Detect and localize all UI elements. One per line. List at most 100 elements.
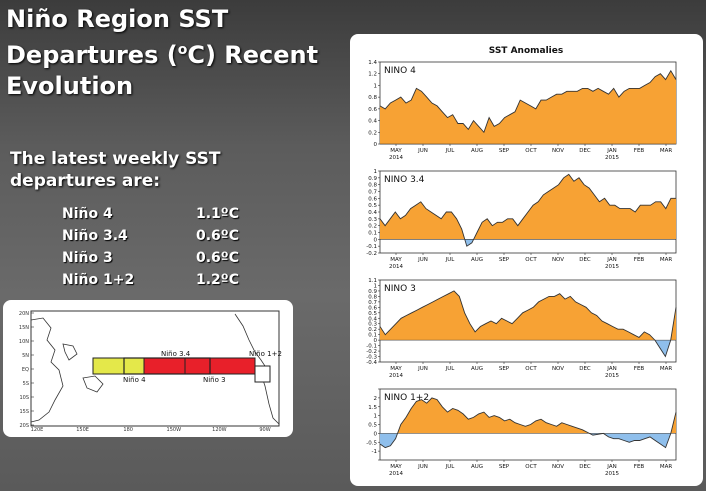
y-tick-label: -0.2 — [366, 349, 377, 355]
latitude-tick-label: 20N — [19, 311, 29, 317]
y-tick-label: 1.5 — [368, 405, 377, 411]
panel-label: NINO 3 — [384, 284, 416, 294]
y-tick-label: 0.6 — [368, 305, 377, 311]
island-coastline — [82, 375, 104, 393]
latest-departures-heading: The latest weekly SST departures are: — [10, 148, 270, 192]
nino4-region-box — [92, 357, 145, 375]
positive-anomaly-area — [380, 290, 676, 341]
y-tick-label: 1.2 — [368, 72, 377, 78]
x-tick-label: MAY — [390, 148, 402, 154]
longitude-tick-label: 120E — [31, 427, 44, 433]
panel-label: NINO 1+2 — [384, 393, 429, 403]
x-tick-label: JAN — [606, 148, 616, 154]
x-tick-label: MAR — [660, 257, 673, 263]
x-tick-label: DEC — [579, 148, 591, 154]
subtitle-line-1: The latest weekly SST — [10, 149, 221, 169]
y-tick-label: 0 — [374, 338, 378, 344]
panel-label: NINO 4 — [384, 66, 416, 76]
nino4-label: Niño 4 — [123, 376, 146, 384]
x-tick-label: JAN — [606, 464, 616, 470]
map-svg: 20N 15N 10N 5N EQ 5S 10S 15S 20S 120E 150E 180 150W… — [19, 310, 282, 433]
y-tick-label: -0.2 — [366, 251, 377, 257]
y-tick-label: 0.9 — [368, 176, 377, 182]
x-tick-label: DEC — [579, 257, 591, 263]
year-label: 2015 — [605, 264, 619, 270]
latitude-tick-label: EQ — [22, 367, 29, 373]
latitude-tick-label: 15S — [19, 409, 29, 415]
y-tick-label: 0.8 — [368, 183, 377, 189]
nino3-region-box — [184, 357, 256, 375]
x-tick-label: NOV — [552, 366, 564, 372]
x-tick-label: SEP — [499, 257, 510, 263]
y-tick-label: 0.4 — [368, 119, 377, 125]
x-tick-label: JAN — [606, 366, 616, 372]
x-tick-label: FEB — [634, 464, 645, 470]
y-tick-label: 0 — [374, 142, 378, 148]
panel-label: NINO 3.4 — [384, 175, 425, 185]
latitude-tick-label: 5N — [22, 353, 29, 359]
negative-anomaly-area — [654, 340, 671, 357]
panel-nino-1-2: -1 -0.5 0 0.5 1 1.5 2 MAY JUN JUL AUG SEP OCT NOV DEC J… — [366, 388, 677, 477]
nino3-label: Niño 3 — [203, 376, 226, 384]
x-tick-label: FEB — [634, 366, 645, 372]
y-tick-label: 0.4 — [368, 210, 377, 216]
y-tick-label: 0 — [374, 237, 378, 243]
x-tick-label: DEC — [579, 366, 591, 372]
y-tick-label: 0 — [374, 431, 378, 437]
y-tick-label: 0.2 — [368, 327, 377, 333]
nino-regions-map: 20N 15N 10N 5N EQ 5S 10S 15S 20S 120E 150E 180 150W… — [3, 300, 293, 437]
nino34-label: Niño 3.4 — [161, 350, 191, 358]
x-tick-label: NOV — [552, 257, 564, 263]
anomaly-line — [379, 290, 677, 358]
positive-anomaly-area — [380, 70, 676, 144]
longitude-tick-label: 120W — [212, 427, 227, 433]
sst-anomalies-charts: SST Anomalies 0 0.2 0.4 0.6 0.8 1 1.2 1.4 MAY JUN… — [366, 46, 677, 477]
anomaly-line — [379, 397, 677, 449]
degree-superscript: o — [177, 42, 188, 58]
x-tick-label: AUG — [471, 464, 483, 470]
x-tick-label: OCT — [525, 257, 537, 263]
nino34-overlap-box — [143, 357, 186, 375]
x-tick-label: SEP — [499, 366, 510, 372]
year-label: 2015 — [605, 471, 619, 477]
latitude-tick-label: 15N — [19, 325, 29, 331]
y-tick-label: 0.9 — [368, 289, 377, 295]
longitude-tick-label: 150W — [167, 427, 182, 433]
y-tick-label: -0.3 — [366, 355, 377, 361]
x-tick-label: JUL — [445, 366, 456, 372]
region-name: Niño 1+2 — [62, 272, 135, 288]
y-tick-label: -1 — [372, 449, 377, 455]
nino12-region-box — [254, 365, 271, 383]
x-tick-label: JUL — [445, 257, 456, 263]
y-tick-label: 0.3 — [368, 217, 377, 223]
region-name: Niño 3.4 — [62, 228, 128, 244]
panel-nino-4: 0 0.2 0.4 0.6 0.8 1 1.2 1.4 MAY JUN JUL AUG SEP OCT NO… — [368, 60, 677, 161]
y-tick-label: 1.4 — [368, 60, 377, 66]
departure-row-nino3: Niño 3 0.6ºC — [62, 250, 262, 272]
y-tick-label: 0.7 — [368, 190, 377, 196]
departure-row-nino12: Niño 1+2 1.2ºC — [62, 272, 262, 294]
x-tick-label: MAR — [660, 148, 673, 154]
y-tick-label: 2 — [374, 396, 378, 402]
x-tick-label: AUG — [471, 257, 483, 263]
year-label: 2014 — [389, 471, 403, 477]
positive-anomaly-area — [380, 174, 676, 240]
panel-nino-3-4: -0.2-0.100.10.20.30.40.50.60.70.80.91 MAY… — [366, 169, 677, 270]
y-tick-label: 0.2 — [368, 130, 377, 136]
asia-coastline — [30, 317, 64, 423]
x-tick-label: OCT — [525, 366, 537, 372]
y-tick-label: 0.8 — [368, 294, 377, 300]
y-tick-label: 0.5 — [368, 311, 377, 317]
y-tick-label: 1 — [374, 414, 378, 420]
x-tick-label: JUL — [445, 148, 456, 154]
x-tick-label: NOV — [552, 148, 564, 154]
x-tick-label: JAN — [606, 257, 616, 263]
x-tick-label: SEP — [499, 148, 510, 154]
subtitle-line-2: departures are: — [10, 171, 161, 191]
island-coastline — [62, 343, 78, 361]
x-tick-label: MAY — [390, 366, 402, 372]
region-value: 1.1ºC — [196, 206, 239, 222]
x-tick-label: OCT — [525, 148, 537, 154]
latitude-tick-label: 10N — [19, 339, 29, 345]
latitude-labels: 20N 15N 10N 5N EQ 5S 10S 15S 20S — [19, 311, 34, 429]
